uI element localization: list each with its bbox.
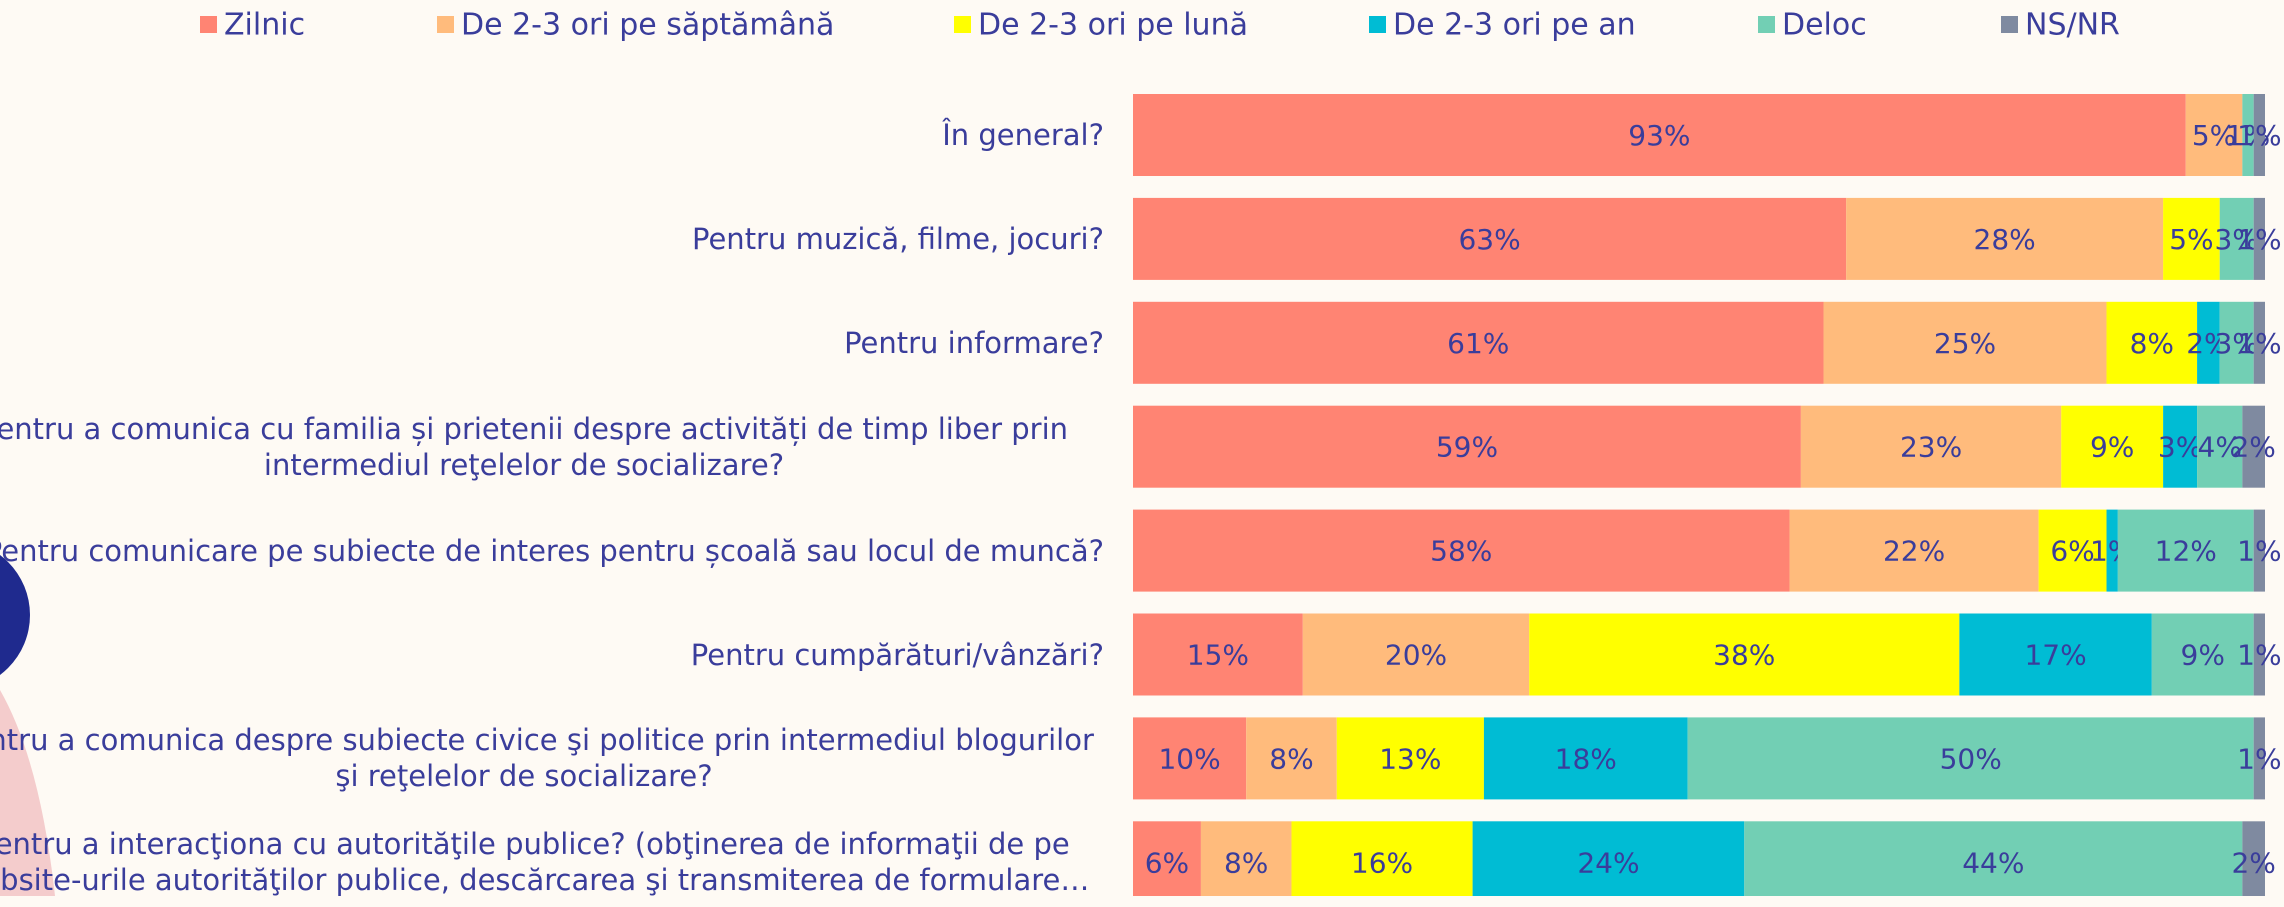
- legend-label: De 2-3 ori pe lună: [978, 8, 1248, 43]
- legend-label: Deloc: [1782, 8, 1867, 43]
- legend-swatch: [1758, 16, 1775, 33]
- category-label: Pentru muzică, filme, jocuri?: [692, 221, 1104, 257]
- legend-label: NS/NR: [2025, 8, 2120, 43]
- category-label-box: Pentru informare?: [0, 298, 1104, 388]
- value-label: 93%: [1628, 119, 1690, 152]
- legend-swatch: [954, 16, 971, 33]
- category-label-box: Pentru a comunica cu familia și prieteni…: [0, 402, 1104, 492]
- value-label: 50%: [1940, 742, 2002, 775]
- value-label: 28%: [1974, 223, 2036, 256]
- value-label: 1%: [2237, 742, 2281, 775]
- value-label: 22%: [1883, 535, 1945, 568]
- value-label: 2%: [2231, 431, 2275, 464]
- value-label: 58%: [1430, 535, 1492, 568]
- category-label-box: Pentru a comunica despre subiecte civice…: [0, 713, 1104, 803]
- category-label-box: Pentru cumpărături/vânzări?: [0, 610, 1104, 700]
- legend-swatch: [1369, 16, 1386, 33]
- page: {"chart_data": {"type": "stacked-barh", …: [0, 0, 2284, 896]
- category-label-box: Pentru muzică, filme, jocuri?: [0, 194, 1104, 284]
- value-label: 44%: [1962, 846, 2024, 879]
- value-label: 16%: [1351, 846, 1413, 879]
- legend-swatch: [200, 16, 217, 33]
- value-label: 15%: [1187, 639, 1249, 672]
- value-label: 18%: [1555, 742, 1617, 775]
- value-label: 8%: [1224, 846, 1268, 879]
- value-label: 63%: [1458, 223, 1520, 256]
- value-label: 13%: [1379, 742, 1441, 775]
- value-label: 5%: [2169, 223, 2213, 256]
- value-label: 1%: [2237, 327, 2281, 360]
- category-label: În general?: [942, 117, 1104, 153]
- value-label: 25%: [1934, 327, 1996, 360]
- value-label: 10%: [1158, 742, 1220, 775]
- value-label: 2%: [2231, 846, 2275, 879]
- value-label: 20%: [1385, 639, 1447, 672]
- value-label: 1%: [2237, 639, 2281, 672]
- category-label: Pentru a comunica despre subiecte civice…: [0, 722, 1104, 794]
- legend-swatch: [437, 16, 454, 33]
- value-label: 3%: [2158, 431, 2202, 464]
- value-label: 8%: [1269, 742, 1313, 775]
- value-label: 6%: [2050, 535, 2094, 568]
- value-label: 24%: [1577, 846, 1639, 879]
- value-label: 1%: [2237, 535, 2281, 568]
- value-label: 6%: [1145, 846, 1189, 879]
- category-label: Pentru cumpărături/vânzări?: [691, 637, 1104, 673]
- value-label: 9%: [2181, 639, 2225, 672]
- value-label: 1%: [2237, 223, 2281, 256]
- value-label: 38%: [1713, 639, 1775, 672]
- value-label: 23%: [1900, 431, 1962, 464]
- category-label: Pentru a comunica cu familia și prieteni…: [0, 411, 1104, 483]
- value-label: 9%: [2090, 431, 2134, 464]
- value-label: 1%: [2237, 119, 2281, 152]
- legend-label: Zilnic: [224, 8, 305, 43]
- category-label: Pentru informare?: [844, 325, 1104, 361]
- value-label: 59%: [1436, 431, 1498, 464]
- category-label: Pentru a interacţiona cu autorităţile pu…: [0, 826, 1104, 898]
- category-label: Pentru comunicare pe subiecte de interes…: [0, 533, 1104, 569]
- value-label: 17%: [2024, 639, 2086, 672]
- value-label: 8%: [2130, 327, 2174, 360]
- category-label-box: Pentru comunicare pe subiecte de interes…: [0, 506, 1104, 596]
- value-label: 61%: [1447, 327, 1509, 360]
- category-label-box: În general?: [0, 90, 1104, 180]
- legend-label: De 2-3 ori pe săptămână: [461, 8, 834, 43]
- value-label: 12%: [2155, 535, 2217, 568]
- legend-swatch: [2001, 16, 2018, 33]
- category-label-box: Pentru a interacţiona cu autorităţile pu…: [0, 817, 1104, 907]
- legend-label: De 2-3 ori pe an: [1393, 8, 1636, 43]
